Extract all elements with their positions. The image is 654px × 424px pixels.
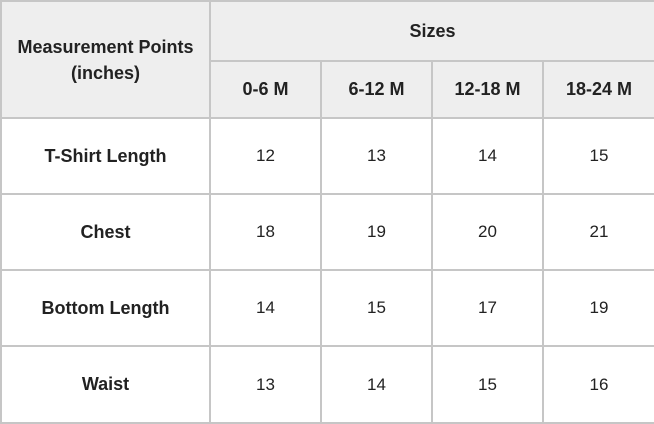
column-header: 6-12 M [320, 60, 433, 119]
cell: 15 [431, 345, 544, 424]
row-label: Bottom Length [0, 269, 211, 347]
column-header: 0-6 M [209, 60, 322, 119]
table-row: Waist 13 14 15 16 [0, 345, 654, 424]
table-row: Chest 18 19 20 21 [0, 193, 654, 271]
cell: 14 [320, 345, 433, 424]
row-header: Measurement Points (inches) [0, 0, 211, 119]
table-row: Bottom Length 14 15 17 19 [0, 269, 654, 347]
cell: 19 [541, 269, 654, 347]
cell: 13 [320, 117, 433, 195]
cell: 20 [431, 193, 544, 271]
cell: 15 [541, 117, 654, 195]
cell: 17 [431, 269, 544, 347]
cell: 14 [209, 269, 322, 347]
column-header: 18-24 M [541, 60, 654, 119]
column-header-row: 0-6 M 6-12 M 12-18 M 18-24 M [1, 60, 654, 119]
row-label: Chest [0, 193, 211, 271]
cell: 18 [209, 193, 322, 271]
row-label: T-Shirt Length [0, 117, 211, 195]
cell: 14 [431, 117, 544, 195]
cell: 13 [209, 345, 322, 424]
group-header: Sizes [208, 0, 654, 62]
cell: 19 [320, 193, 433, 271]
cell: 21 [541, 193, 654, 271]
table-row: T-Shirt Length 12 13 14 15 [0, 117, 654, 195]
row-label: Waist [0, 345, 211, 424]
header-row: Measurement Points (inches) Sizes [0, 0, 654, 119]
cell: 15 [320, 269, 433, 347]
column-header: 12-18 M [431, 60, 544, 119]
cell: 12 [209, 117, 322, 195]
cell: 16 [541, 345, 654, 424]
